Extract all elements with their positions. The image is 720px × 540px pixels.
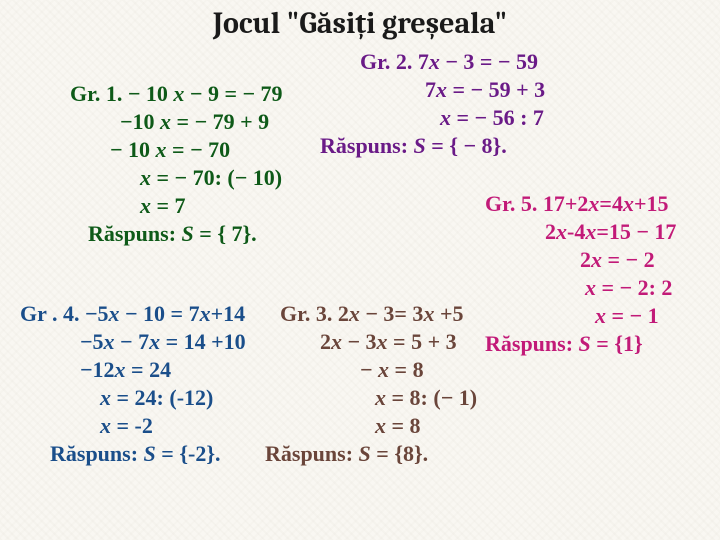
gr3-line: x = 8: (− 1) [280,384,477,412]
gr1-line: −10 x = − 79 + 9 [70,108,283,136]
gr4-line: x = 24: (-12) [20,384,246,412]
gr4-line: −5x − 7x = 14 +10 [20,328,246,356]
slide-title: Jocul "Găsiți greșeala" [0,6,720,41]
gr1-line: Gr. 1. − 10 x − 9 = − 79 [70,80,283,108]
gr3-line: Gr. 3. 2x − 3= 3x +5 [280,300,477,328]
gr4-line: Răspuns: S = {-2}. [20,440,246,468]
gr2-line: Gr. 2. 7x − 3 = − 59 [360,48,545,76]
group-2-block: Gr. 2. 7x − 3 = − 597x = − 59 + 3x = − 5… [360,48,545,160]
group-4-block: Gr . 4. −5x − 10 = 7x+14−5x − 7x = 14 +1… [20,300,246,468]
gr4-line: −12x = 24 [20,356,246,384]
gr3-line: x = 8 [280,412,477,440]
gr5-line: x = − 2: 2 [485,274,676,302]
gr2-line: Răspuns: S = { − 8}. [320,132,545,160]
slide-page: Jocul "Găsiți greșeala" Gr. 1. − 10 x − … [0,0,720,540]
gr5-line: 2x = − 2 [485,246,676,274]
gr1-line: x = − 70: (− 10) [70,164,283,192]
gr3-line: − x = 8 [280,356,477,384]
gr5-line: Gr. 5. 17+2x=4x+15 [485,190,676,218]
gr2-line: 7x = − 59 + 3 [360,76,545,104]
gr3-line: Răspuns: S = {8}. [265,440,477,468]
gr2-line: x = − 56 : 7 [360,104,545,132]
gr1-line: x = 7 [70,192,283,220]
gr4-line: x = -2 [20,412,246,440]
gr4-line: Gr . 4. −5x − 10 = 7x+14 [20,300,246,328]
gr5-line: Răspuns: S = {1} [485,330,676,358]
gr1-line: Răspuns: S = { 7}. [70,220,283,248]
group-5-block: Gr. 5. 17+2x=4x+152x-4x=15 − 172x = − 2x… [485,190,676,358]
gr5-line: 2x-4x=15 − 17 [485,218,676,246]
group-3-block: Gr. 3. 2x − 3= 3x +52x − 3x = 5 + 3− x =… [280,300,477,468]
group-1-block: Gr. 1. − 10 x − 9 = − 79−10 x = − 79 + 9… [70,80,283,248]
gr3-line: 2x − 3x = 5 + 3 [280,328,477,356]
gr1-line: − 10 x = − 70 [70,136,283,164]
gr5-line: x = − 1 [485,302,676,330]
